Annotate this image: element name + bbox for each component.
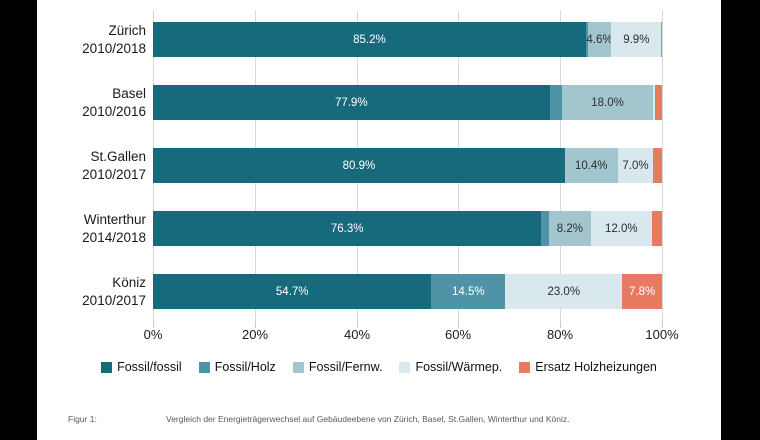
bar-segment-label: 10.4% bbox=[574, 159, 608, 172]
legend-swatch bbox=[292, 361, 304, 373]
chart-plot-area: 85.2% 4.6% 9.9% 77.9% 18.0% 80.9% 10.4% 7.0% 76.… bbox=[153, 10, 663, 328]
bar-segment-label: 80.9% bbox=[342, 159, 376, 172]
bar-segment bbox=[661, 22, 662, 57]
axis-tick bbox=[357, 322, 358, 328]
legend-item: Fossil/Holz bbox=[198, 360, 276, 374]
figure-canvas: 85.2% 4.6% 9.9% 77.9% 18.0% 80.9% 10.4% 7.0% 76.… bbox=[37, 0, 721, 440]
bar-segment: 23.0% bbox=[505, 274, 623, 309]
bar-segment: 85.2% bbox=[153, 22, 586, 57]
legend-item: Ersatz Holzheizungen bbox=[519, 360, 657, 374]
legend-label: Fossil/fossil bbox=[117, 360, 182, 374]
stacked-bar-basel: 77.9% 18.0% bbox=[153, 85, 662, 120]
bar-segment: 7.0% bbox=[617, 148, 654, 183]
category-city: Zürich bbox=[108, 22, 146, 38]
stacked-bar-stgallen: 80.9% 10.4% 7.0% bbox=[153, 148, 662, 183]
figure-caption-label: Figur 1: bbox=[68, 414, 97, 424]
bar-segment-label: 23.0% bbox=[547, 285, 581, 298]
category-city: Basel bbox=[112, 85, 146, 101]
figure-caption: Figur 1: Vergleich der Energieträgerwechs… bbox=[68, 414, 570, 424]
category-period: 2010/2017 bbox=[82, 166, 146, 182]
legend-label: Fossil/Holz bbox=[214, 360, 276, 374]
legend-item: Fossil/Wärmep. bbox=[399, 360, 502, 374]
bar-segment-label: 85.2% bbox=[353, 33, 386, 46]
bar-segment: 14.5% bbox=[431, 274, 506, 309]
category-period: 2010/2018 bbox=[82, 40, 146, 56]
category-period: 2014/2018 bbox=[82, 229, 146, 245]
figure-caption-text: Vergleich der Energieträgerwechsel auf G… bbox=[166, 414, 570, 424]
bar-segment-label: 14.5% bbox=[452, 285, 485, 298]
bar-segment: 80.9% bbox=[153, 148, 565, 183]
chart-legend: Fossil/fossil Fossil/Holz Fossil/Fernw. Fos… bbox=[37, 360, 721, 374]
bar-segment bbox=[651, 211, 662, 246]
x-axis-tick-label: 80% bbox=[546, 327, 574, 342]
legend-label: Fossil/Fernw. bbox=[308, 360, 383, 374]
bar-segment-label: 18.0% bbox=[591, 96, 624, 109]
bar-segment-label: 9.9% bbox=[623, 33, 650, 46]
bar-segment-label: 54.7% bbox=[275, 285, 309, 298]
bar-segment: 7.8% bbox=[622, 274, 662, 309]
gridline bbox=[662, 10, 663, 322]
bar-segment: 10.4% bbox=[564, 148, 618, 183]
category-city: St.Gallen bbox=[90, 148, 146, 164]
bar-segment-label: 7.8% bbox=[629, 285, 656, 298]
category-city: Winterthur bbox=[83, 211, 146, 227]
category-label: St.Gallen 2010/2017 bbox=[46, 148, 146, 184]
stacked-bar-kniz: 54.7% 14.5% 23.0% 7.8% bbox=[153, 274, 662, 309]
stacked-bar-zrich: 85.2% 4.6% 9.9% bbox=[153, 22, 662, 57]
bar-segment bbox=[541, 211, 549, 246]
bar-segment bbox=[585, 22, 588, 57]
category-city: Köniz bbox=[112, 274, 146, 290]
axis-tick bbox=[255, 322, 256, 328]
bar-segment-label: 12.0% bbox=[604, 222, 638, 235]
x-axis-tick-label: 100% bbox=[645, 327, 679, 342]
legend-label: Ersatz Holzheizungen bbox=[535, 360, 657, 374]
legend-swatch bbox=[198, 361, 210, 373]
bar-segment-label: 4.6% bbox=[586, 33, 613, 46]
bar-segment-label: 8.2% bbox=[556, 222, 583, 235]
x-axis-tick-label: 60% bbox=[444, 327, 472, 342]
bar-segment: 76.3% bbox=[153, 211, 542, 246]
x-axis-tick-label: 0% bbox=[143, 327, 163, 342]
bar-segment: 77.9% bbox=[153, 85, 550, 120]
category-label: Winterthur 2014/2018 bbox=[46, 211, 146, 247]
axis-tick bbox=[560, 322, 561, 328]
category-period: 2010/2016 bbox=[82, 103, 146, 119]
bar-segment bbox=[655, 85, 662, 120]
stacked-bar-winterthur: 76.3% 8.2% 12.0% bbox=[153, 211, 662, 246]
x-axis-tick-label: 40% bbox=[343, 327, 371, 342]
legend-item: Fossil/fossil bbox=[101, 360, 182, 374]
legend-label: Fossil/Wärmep. bbox=[415, 360, 503, 374]
bar-segment bbox=[653, 85, 656, 120]
bar-segment bbox=[653, 148, 662, 183]
bar-segment-label: 7.0% bbox=[622, 159, 649, 172]
bar-segment: 12.0% bbox=[590, 211, 652, 246]
axis-tick bbox=[458, 322, 459, 328]
axis-tick bbox=[153, 322, 154, 328]
axis-tick bbox=[662, 322, 663, 328]
category-period: 2010/2017 bbox=[82, 292, 146, 308]
bar-segment-label: 77.9% bbox=[334, 96, 368, 109]
bar-segment: 8.2% bbox=[548, 211, 591, 246]
legend-item: Fossil/Fernw. bbox=[292, 360, 383, 374]
legend-swatch bbox=[399, 361, 411, 373]
legend-swatch bbox=[519, 361, 531, 373]
bar-segment: 9.9% bbox=[611, 22, 662, 57]
category-label: Köniz 2010/2017 bbox=[46, 274, 146, 310]
x-axis-tick-label: 20% bbox=[241, 327, 269, 342]
bar-segment-label: 76.3% bbox=[330, 222, 364, 235]
bar-segment: 4.6% bbox=[586, 22, 613, 57]
legend-swatch bbox=[101, 361, 113, 373]
bar-segment: 18.0% bbox=[561, 85, 654, 120]
bar-segment: 54.7% bbox=[153, 274, 432, 309]
category-label: Zürich 2010/2018 bbox=[46, 22, 146, 58]
category-label: Basel 2010/2016 bbox=[46, 85, 146, 121]
bar-segment bbox=[549, 85, 562, 120]
